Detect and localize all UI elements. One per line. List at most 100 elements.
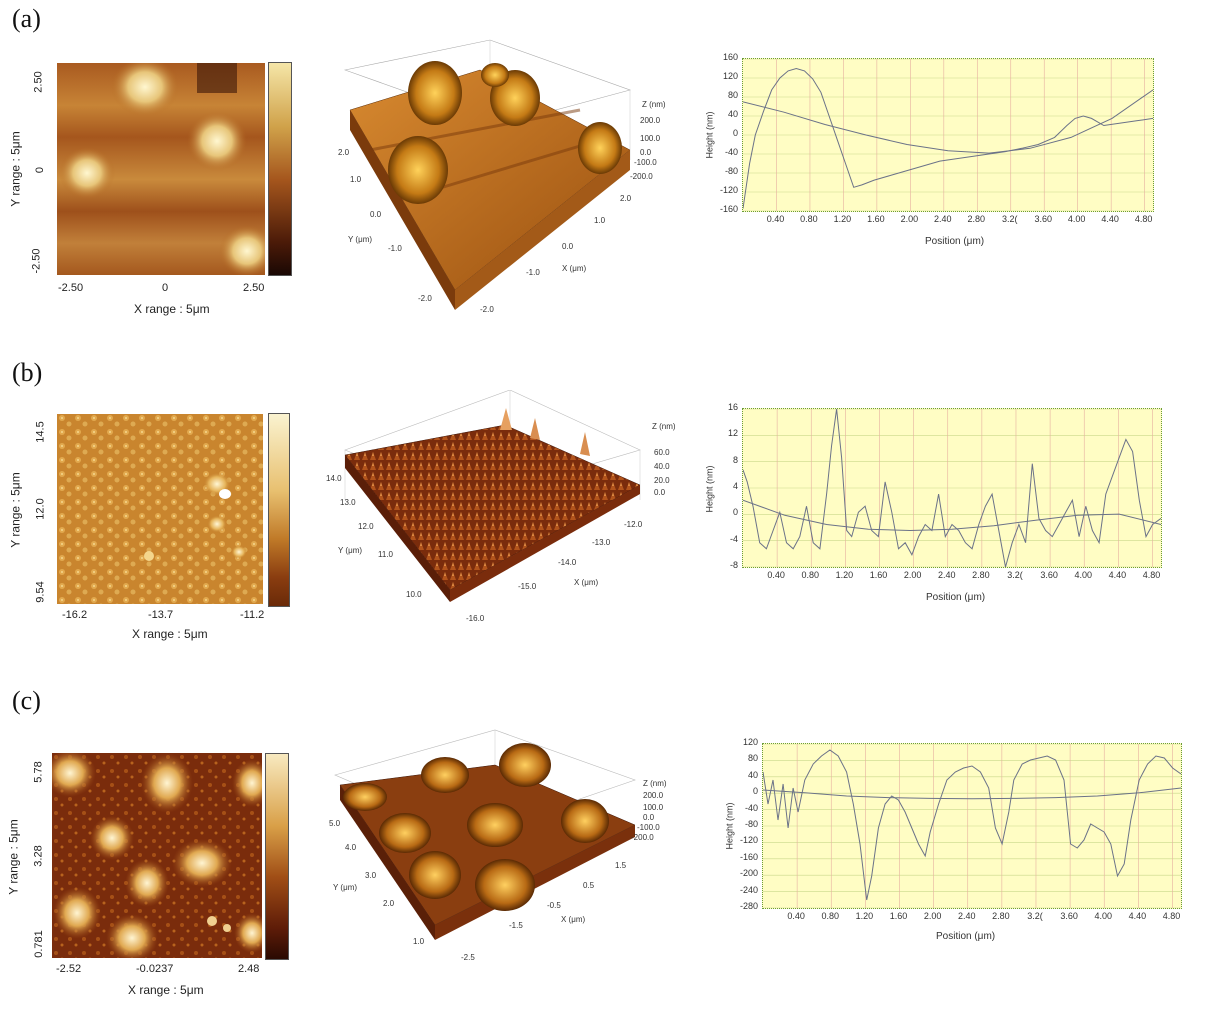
ztick-b-0: 60.0 (654, 448, 670, 457)
profile-ytick: -40 (724, 147, 738, 157)
ytick3d-b-4: 10.0 (406, 590, 422, 599)
xtick-a-right: 2.50 (243, 282, 265, 294)
xaxis-label-c: X (μm) (561, 915, 586, 924)
ylabel-c: Y range : 5μm (6, 819, 21, 895)
colorbar-a (268, 62, 292, 276)
ztick-c-2: 0.0 (643, 813, 655, 822)
profile-svg-a (742, 58, 1154, 212)
profile-plot-b (742, 408, 1162, 568)
ztick-c-0: 200.0 (643, 791, 664, 800)
yaxis-label-a: Y (μm) (348, 235, 373, 244)
profile-xtick: 3.60 (1034, 214, 1052, 224)
ztick-b-1: 40.0 (654, 462, 670, 471)
ztick-a-1: 100.0 (640, 134, 661, 143)
profile-xtick: 3.60 (1060, 911, 1078, 921)
surface-3d-svg-b (344, 389, 641, 602)
profile-xtick: 4.40 (1128, 911, 1147, 921)
ytick-a-mid: 0 (34, 166, 47, 174)
topography-map-a (57, 63, 265, 275)
profile-ytick: -160 (739, 851, 758, 862)
profile-xtick: 3.60 (1040, 570, 1058, 580)
topography-map-c (52, 753, 262, 958)
profile-xlabel-c: Position (μm) (936, 931, 996, 942)
xtick3d-b-0: -12.0 (624, 520, 643, 529)
profile-xtick: 3.2( (1027, 911, 1043, 921)
profile-ytick: -4 (729, 533, 738, 544)
ztick-a-0: 200.0 (640, 116, 661, 125)
xtick-b-mid: -13.7 (148, 609, 174, 621)
ytick3d-a-0: 2.0 (338, 148, 350, 157)
profile-xtick: 0.40 (767, 570, 785, 580)
profile-ytick: -120 (739, 835, 758, 846)
profile-plot-c (762, 743, 1182, 909)
ytick3d-c-3: 2.0 (383, 899, 395, 908)
xtick-a-left: -2.50 (58, 282, 84, 294)
topography-svg-a (57, 63, 265, 275)
colorbar-b (268, 413, 290, 607)
xtick3d-b-2: -14.0 (558, 558, 577, 567)
profile-xtick: 2.40 (957, 911, 976, 921)
zlabel-a: Z (nm) (642, 100, 666, 109)
topography-map-b (57, 414, 263, 604)
profile-line (762, 749, 1182, 901)
ytick3d-b-0: 14.0 (326, 474, 342, 483)
profile-xtick: 3.2( (1001, 214, 1018, 224)
profile-xtick: 0.80 (821, 911, 839, 921)
panel-label-b: (b) (12, 358, 43, 387)
xtick3d-c-0: 1.5 (615, 861, 627, 870)
xtick3d-a-4: -2.0 (480, 305, 494, 314)
profile-xtick: 1.20 (833, 214, 852, 224)
xtick-a-mid: 0 (162, 282, 169, 294)
ztick-a-4: -200.0 (630, 172, 653, 181)
profile-xtick: 2.00 (900, 214, 919, 224)
baseline-fit-line (742, 89, 1154, 154)
profile-xtick: 1.60 (889, 911, 908, 921)
xtick-b-right: -11.2 (240, 609, 265, 621)
xtick-c-right: 2.48 (238, 963, 260, 975)
xlabel-c: X range : 5μm (128, 983, 204, 997)
surface-3d-svg-a (343, 39, 632, 310)
ytick-c-top: 5.78 (32, 761, 45, 783)
ylabel-b: Y range : 5μm (8, 472, 23, 548)
profile-line (742, 67, 1154, 209)
profile-ytick: 12 (727, 428, 738, 439)
profile-xtick: 4.40 (1108, 570, 1127, 580)
xtick3d-b-3: -15.0 (518, 582, 537, 591)
ytick3d-a-1: 1.0 (350, 175, 362, 184)
xaxis-label-b: X (μm) (574, 578, 599, 587)
profile-ytick: 80 (727, 90, 738, 100)
surface-3d-b: Z (nm) 60.0 40.0 20.0 0.0 Y (μm) 14.0 13… (326, 389, 676, 635)
profile-xtick: 3.2( (1007, 570, 1023, 580)
xtick-c-left: -2.52 (56, 963, 82, 975)
profile-xtick: 2.40 (937, 570, 956, 580)
ytick-b-bot: 9.54 (34, 581, 47, 603)
ztick-c-3: -100.0 (637, 823, 660, 832)
profile-xtick: 1.60 (869, 570, 888, 580)
profile-xtick: 1.20 (855, 911, 874, 921)
profile-xtick: 2.00 (903, 570, 922, 580)
xtick-c-mid: -0.0237 (136, 963, 174, 975)
ytick-c-bot: 0.781 (32, 930, 45, 958)
ztick-c-4: -200.0 (631, 833, 654, 842)
ytick-b-mid: 12.0 (34, 498, 47, 520)
zlabel-c: Z (nm) (643, 779, 667, 788)
profile-ytick: 16 (727, 402, 738, 412)
xtick3d-c-1: 0.5 (583, 881, 595, 890)
profile-ytick: -120 (719, 185, 738, 195)
profile-ytick: 120 (742, 737, 758, 747)
profile-xtick: 4.00 (1094, 911, 1112, 921)
ytick3d-b-1: 13.0 (340, 498, 356, 507)
ztick-b-3: 0.0 (654, 488, 666, 497)
profile-xtick: 4.80 (1162, 911, 1181, 921)
ztick-b-2: 20.0 (654, 476, 670, 485)
panel-label-a: (a) (12, 4, 41, 33)
ytick-a-top: 2.50 (32, 71, 45, 93)
profile-svg-b (742, 408, 1162, 568)
yaxis-label-b: Y (μm) (338, 546, 363, 555)
profile-ytick: 4 (732, 481, 738, 491)
ytick3d-c-2: 3.0 (365, 871, 377, 880)
profile-ylabel-c: Height (nm) (724, 802, 735, 850)
surface-3d-svg-c (334, 729, 636, 940)
ylabel-a: Y range : 5μm (8, 131, 23, 207)
profile-ytick: 0 (732, 507, 738, 518)
